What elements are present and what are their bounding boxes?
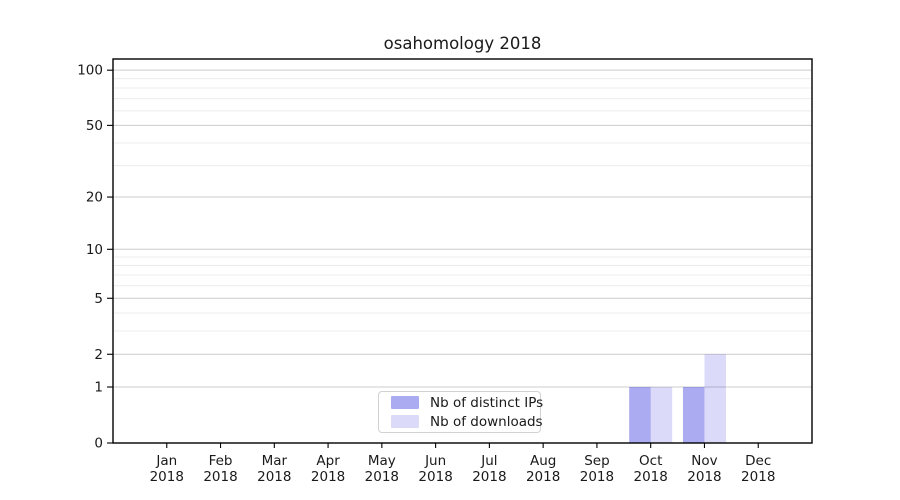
x-tick-label-year: 2018: [741, 469, 775, 485]
chart-title: osahomology 2018: [383, 34, 542, 53]
y-tick-label: 50: [86, 118, 103, 134]
x-tick-label-month: Oct: [639, 453, 662, 469]
x-tick-label-year: 2018: [203, 469, 237, 485]
y-tick-label: 20: [86, 190, 103, 206]
x-tick-label-month: Dec: [745, 453, 771, 469]
x-tick-label-month: Jun: [424, 453, 446, 469]
x-tick-label-month: Mar: [262, 453, 288, 469]
legend-swatch-distinct-ips: [391, 396, 419, 409]
x-tick-label-year: 2018: [365, 469, 399, 485]
x-tick-label-month: Aug: [530, 453, 556, 469]
y-tick-label: 0: [94, 436, 103, 452]
x-tick-label-year: 2018: [418, 469, 452, 485]
bar-downloads: [704, 354, 726, 443]
y-tick-label: 10: [86, 242, 103, 258]
y-tick-label: 1: [94, 380, 103, 396]
y-tick-label: 2: [94, 347, 103, 363]
x-tick-label-month: Apr: [316, 453, 340, 469]
x-tick-label-month: Feb: [209, 453, 233, 469]
legend-item-downloads: Nb of downloads: [391, 413, 543, 430]
y-tick-label: 100: [77, 63, 103, 79]
plot-border: [112, 58, 813, 444]
x-tick-label-month: Jan: [155, 453, 177, 469]
x-tick-label-year: 2018: [580, 469, 614, 485]
legend: Nb of distinct IPs Nb of downloads: [378, 391, 544, 433]
legend-label-distinct-ips: Nb of distinct IPs: [430, 394, 544, 411]
bar-distinct-ips: [682, 387, 705, 443]
x-tick-label-month: Nov: [691, 453, 717, 469]
x-tick-label-month: Jul: [480, 453, 497, 469]
x-tick-label-month: Sep: [584, 453, 609, 469]
x-tick-label-year: 2018: [472, 469, 506, 485]
legend-swatch-downloads: [391, 415, 419, 428]
x-tick-label-month: May: [368, 453, 396, 469]
x-tick-label-year: 2018: [687, 469, 721, 485]
bar-distinct-ips: [629, 387, 651, 443]
bar-downloads: [650, 387, 673, 443]
x-tick-label-year: 2018: [311, 469, 345, 485]
x-tick-label-year: 2018: [150, 469, 184, 485]
legend-item-distinct-ips: Nb of distinct IPs: [391, 394, 544, 411]
x-tick-label-year: 2018: [257, 469, 291, 485]
legend-label-downloads: Nb of downloads: [430, 413, 543, 430]
x-tick-label-year: 2018: [526, 469, 560, 485]
x-tick-label-year: 2018: [634, 469, 668, 485]
y-tick-label: 5: [94, 291, 103, 307]
